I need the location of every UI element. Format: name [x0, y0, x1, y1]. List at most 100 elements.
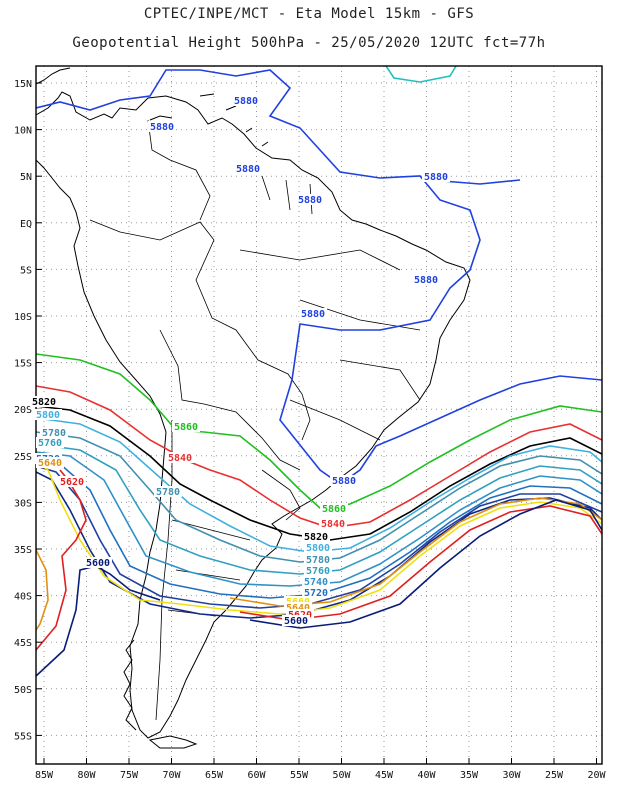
contour-label: 5820 — [32, 397, 56, 408]
contour-label: 5880 — [301, 309, 325, 320]
contour-label-bg — [299, 308, 327, 319]
contour-label-bg — [172, 421, 200, 432]
contour-label-bg — [304, 565, 332, 576]
longitude-labels: 85W 80W 75W 70W 65W 60W 55W 50W 45W 40W 35W 30W 25W 2… — [35, 758, 607, 781]
contour-label: 5720 — [304, 588, 328, 599]
lon-label: 65W — [205, 770, 224, 781]
contour-label-bg — [422, 171, 450, 182]
contour-label: 5760 — [38, 438, 62, 449]
border-brazil-states — [239, 249, 421, 441]
lon-label: 25W — [545, 770, 564, 781]
lat-label: 30S — [14, 498, 32, 509]
contour-label: 5800 — [306, 543, 330, 554]
border-brazil-west — [195, 239, 311, 441]
contour-label-bg — [30, 396, 58, 407]
contour-label-bg — [286, 609, 314, 620]
contour-label: 5600 — [86, 558, 110, 569]
lon-label: 75W — [120, 770, 139, 781]
contour-label-bg — [282, 615, 310, 626]
border-bolivia-paraguay — [203, 403, 301, 471]
contour-label: 5860 — [174, 422, 198, 433]
contour-label: 5640 — [286, 603, 310, 614]
latitude-labels: 15N 10N 5N EQ 5S 10S 15S 20S 25S 30S 35S 40S 45S 50S 5… — [14, 79, 42, 742]
lon-label: 55W — [290, 770, 309, 781]
lat-label: 50S — [14, 685, 32, 696]
lat-label: 5S — [20, 265, 32, 276]
contour-label: 5880 — [298, 195, 322, 206]
contour-label-bg — [330, 475, 358, 486]
contour-5660-east — [179, 501, 602, 615]
contour-label-bg — [58, 476, 86, 487]
lat-label: 15N — [14, 79, 32, 90]
contour-label: 5600 — [284, 616, 308, 627]
contour-label-bg — [148, 121, 176, 132]
contour-label: 5840 — [168, 453, 192, 464]
contour-label-bg — [304, 542, 332, 553]
map-frame-bg — [36, 66, 602, 764]
lat-label: 35S — [14, 545, 32, 556]
contour-label: 5760 — [306, 566, 330, 577]
tierra-del-fuego — [148, 735, 198, 749]
lon-label: 50W — [332, 770, 351, 781]
contour-label-bg — [232, 95, 260, 106]
lat-label: 55S — [14, 731, 32, 742]
contour-label-bg — [84, 557, 112, 568]
lon-label: 80W — [77, 770, 96, 781]
lat-label: EQ — [20, 219, 32, 230]
contour-label: 5780 — [306, 555, 330, 566]
central-america-coastline — [36, 67, 71, 85]
contour-label-bg — [302, 576, 330, 587]
contour-label-bg — [36, 437, 64, 448]
contour-label: 5860 — [322, 504, 346, 515]
contour-5880 — [36, 69, 602, 485]
lat-label: 25S — [14, 452, 32, 463]
contour-label-bg — [320, 503, 348, 514]
contour-labels: 5880 5880 5880 5880 5880 5880 5880 5880 5860 5860… — [30, 95, 450, 627]
lat-label: 5N — [20, 172, 32, 183]
contour-label-bg — [412, 274, 440, 285]
lon-label: 45W — [375, 770, 394, 781]
contour-label-bg — [319, 518, 347, 529]
lat-label: 15S — [14, 359, 32, 370]
contour-label: 5800 — [36, 410, 60, 421]
contour-label-bg — [34, 409, 62, 420]
lon-label: 85W — [35, 770, 54, 781]
lat-label: 10S — [14, 312, 32, 323]
contour-label: 5880 — [234, 96, 258, 107]
contour-5620-east — [239, 505, 602, 621]
border-peru-bolivia — [159, 329, 205, 405]
contour-label: 5620 — [60, 477, 84, 488]
contour-label-bg — [36, 457, 64, 468]
lat-label: 10N — [14, 126, 32, 137]
contour-label-bg — [166, 452, 194, 463]
contour-label-bg — [302, 531, 330, 542]
contour-label-bg — [284, 602, 312, 613]
border-colombia-peru — [89, 219, 215, 241]
coastlines — [36, 67, 471, 749]
contour-5840 — [36, 385, 602, 529]
contour-5640 — [36, 549, 49, 631]
lon-label: 35W — [460, 770, 479, 781]
contour-label-bg — [234, 163, 262, 174]
border-chile-argentina — [155, 420, 173, 721]
lon-label: 20W — [587, 770, 606, 781]
lat-label: 40S — [14, 592, 32, 603]
contour-label: 5740 — [304, 577, 328, 588]
contour-label: 5820 — [304, 532, 328, 543]
contour-label-bg — [304, 554, 332, 565]
south-america-coastline — [36, 91, 471, 739]
lon-label: 70W — [162, 770, 181, 781]
contour-label-bg — [296, 194, 324, 205]
map-subtitle: Geopotential Height 500hPa - 25/05/2020 … — [72, 35, 546, 51]
contour-label: 5880 — [332, 476, 356, 487]
lon-label: 40W — [417, 770, 436, 781]
contour-5660 — [36, 461, 181, 605]
map-title: CPTEC/INPE/MCT - Eta Model 15km - GFS — [143, 6, 475, 22]
contour-label: 5780 — [156, 487, 180, 498]
contour-label: 5780 — [42, 428, 66, 439]
contour-5600-east — [249, 499, 602, 629]
contour-label: 5880 — [236, 164, 260, 175]
lon-label: 30W — [502, 770, 521, 781]
caribbean-islands — [149, 93, 269, 147]
